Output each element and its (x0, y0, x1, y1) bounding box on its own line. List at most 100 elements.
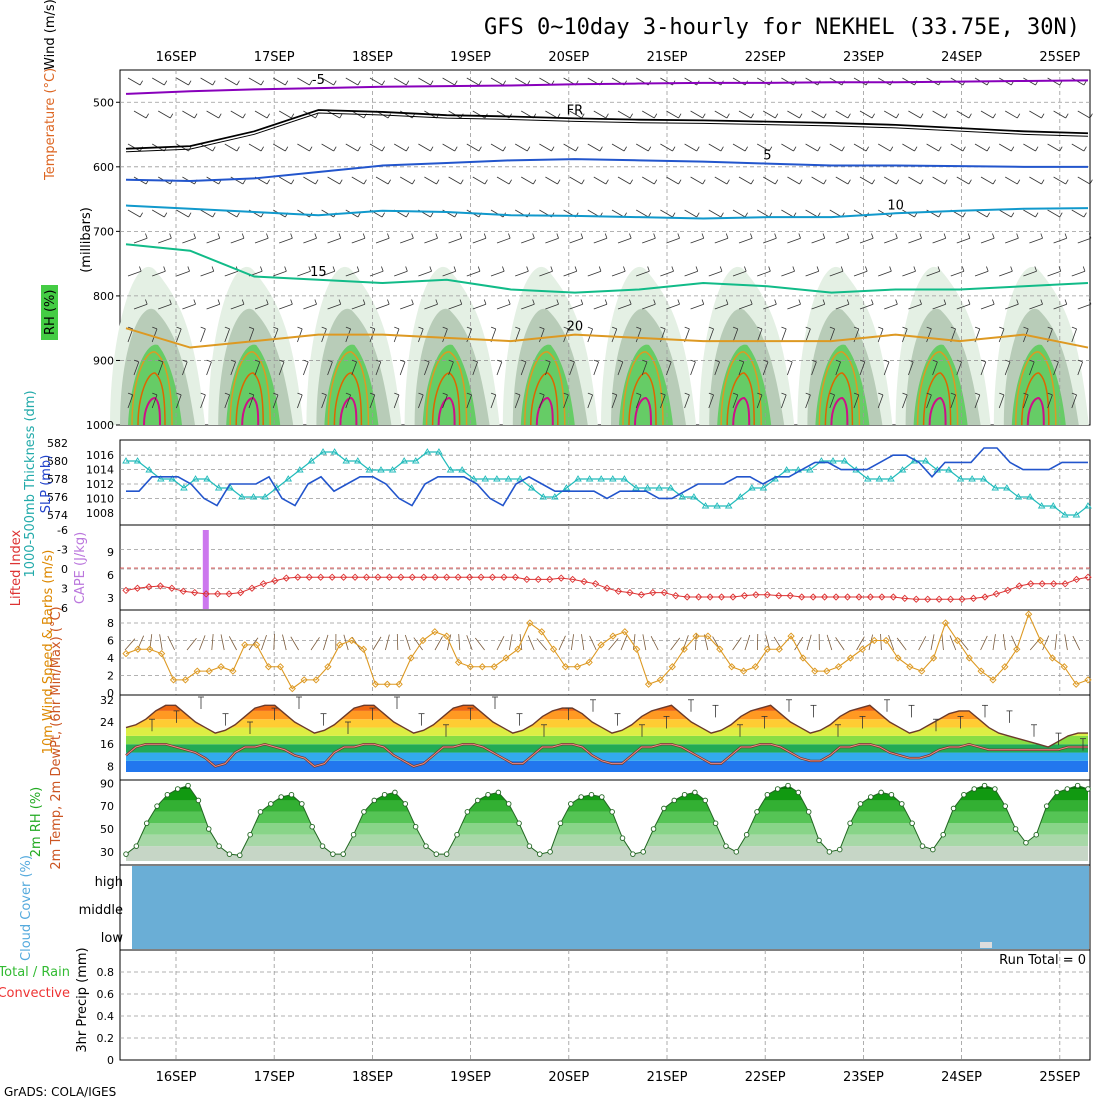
isotherm-30-loop (1026, 396, 1045, 426)
wind-barb (418, 143, 431, 152)
wind-barb-flag (781, 326, 787, 330)
wind-barb-flag (387, 299, 390, 305)
wind-barb (853, 328, 860, 343)
surface-wind-barb (608, 638, 619, 651)
wind-barb-flag (1010, 212, 1015, 218)
wind-barb-flag (926, 326, 932, 330)
rh-marker (1074, 782, 1081, 789)
wind-barb (1023, 270, 1037, 277)
temp-tick-label: 32 (100, 694, 114, 707)
surface-wind-barb (880, 634, 882, 651)
wind-barb (999, 209, 1012, 218)
wind-speed-marker (217, 663, 225, 671)
wind-barb (279, 110, 292, 119)
wind-barb (254, 303, 269, 310)
rh-marker (795, 789, 802, 796)
cloud-level-low: low (101, 931, 124, 946)
thickness-marker (1003, 484, 1011, 491)
wind-barb-flag (430, 80, 434, 86)
wind-barb-flag (986, 146, 990, 152)
wind-barb-flag (472, 359, 478, 363)
wind-barb-flag (460, 179, 464, 185)
wind-barb (956, 110, 970, 119)
lifted-index-marker (660, 588, 668, 597)
rh-marker (1043, 803, 1050, 809)
wind-barb (351, 303, 366, 310)
wind-barb-flag (714, 359, 720, 363)
wind-barb (738, 110, 752, 119)
wind-barb-flag (454, 80, 458, 86)
wind-barb (1005, 237, 1019, 244)
wind-barb (424, 303, 438, 310)
lifted-index-marker (145, 583, 153, 591)
wind-barb (321, 143, 334, 152)
rh-marker (526, 843, 533, 849)
thickness-marker (400, 457, 408, 464)
wind-barb (272, 394, 279, 409)
wind-barb-flag (587, 392, 593, 396)
wind-barb-flag (574, 266, 578, 272)
isotherm-25-loop (333, 372, 363, 426)
wind-barb-flag (483, 299, 487, 305)
lifted-index-marker (820, 593, 829, 601)
wind-speed-marker (965, 654, 973, 662)
wind-barb-flag (943, 233, 947, 239)
temp-band (126, 727, 1088, 736)
precip-tick-label: 0.8 (97, 966, 115, 979)
wind-barb (206, 303, 220, 310)
wind-speed-marker (1024, 610, 1033, 618)
wind-barb-flag (188, 212, 192, 218)
wind-barb-flag (490, 392, 496, 396)
wind-barb (394, 143, 407, 152)
wind-barb-flag (429, 266, 432, 272)
wind-barb-flag (551, 146, 555, 152)
rh-tick-label: 90 (100, 777, 114, 790)
lifted-index-marker (546, 575, 554, 584)
wind-barb-flag (726, 113, 730, 119)
wind-barb-flag (611, 392, 617, 396)
top-day-label: 16SEP (156, 50, 197, 65)
wind-barb (158, 303, 172, 310)
isotherm-20-loop (622, 351, 664, 426)
lifted-index-marker (236, 588, 245, 597)
lifted-index-marker (213, 590, 222, 598)
wind-barb-flag (629, 113, 633, 119)
wind-barb-flag (774, 299, 777, 305)
wind-barb-flag (321, 326, 327, 330)
temp-line (125, 704, 1088, 748)
wind-barb (248, 77, 262, 86)
surface-wind-barb (228, 636, 237, 651)
wind-barb (1077, 303, 1092, 310)
wind-speed-marker (300, 676, 308, 684)
wind-barb-flag (200, 326, 206, 330)
lifted-index-marker (958, 595, 966, 603)
wind-barb-flag (708, 392, 714, 396)
wind-barb (200, 394, 206, 409)
wind-barb (127, 209, 141, 218)
wind-speed-marker (1072, 680, 1080, 688)
wind-barb-flag (575, 146, 579, 152)
wind-barb-flag (314, 233, 317, 239)
wind-barb (787, 176, 800, 185)
wind-barb-flag (653, 179, 658, 185)
wind-barb-flag (236, 212, 240, 218)
wind-barb (805, 209, 818, 218)
wind-speed-marker (1048, 654, 1057, 662)
lifted-index-marker (465, 573, 474, 581)
thickness-marker (342, 457, 351, 464)
wind-barb (757, 270, 771, 277)
wind-barb (206, 110, 219, 119)
wind-barb-flag (556, 233, 559, 239)
wind-10m-axis-label: 10m Wind Speed & Barbs (m/s) (41, 550, 56, 755)
bottom-day-label: 16SEP (156, 1070, 197, 1085)
wind-barb (611, 394, 618, 409)
wind-barb-flag (986, 266, 989, 272)
wind-barb-flag (187, 266, 190, 272)
wind-barb (835, 361, 841, 376)
rh-marker (423, 843, 429, 849)
wind-barb-flag (999, 392, 1005, 396)
wind-barb-flag (992, 299, 995, 305)
wind-barb-flag (387, 179, 391, 185)
wind-barb (811, 110, 824, 119)
surface-wind-barb (581, 634, 585, 651)
